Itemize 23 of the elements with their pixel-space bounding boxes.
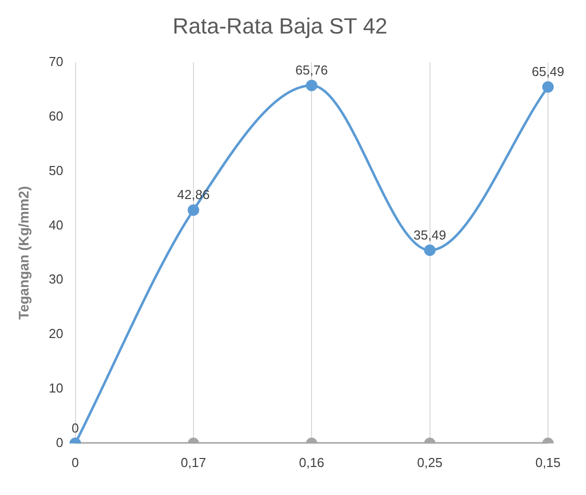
- y-tick-label: 40: [48, 217, 64, 232]
- point: [424, 244, 436, 256]
- x-tick-label: 0,25: [417, 454, 442, 470]
- data-label: 65,76: [295, 62, 328, 78]
- x-tick-label: 0: [72, 454, 79, 470]
- point: [542, 81, 554, 93]
- y-tick-label: 60: [48, 108, 64, 124]
- point: [188, 204, 200, 216]
- x-tick-label: 0,16: [298, 454, 324, 470]
- y-tick-label: 70: [48, 54, 64, 69]
- y-tick-label: 50: [48, 162, 64, 178]
- x-tick-label: 0,17: [180, 454, 206, 470]
- y-tick-label: 20: [48, 326, 64, 342]
- point: [306, 80, 318, 92]
- data-label: 35,49: [414, 227, 446, 242]
- data-label: 0: [72, 420, 79, 436]
- y-tick-label: 0: [56, 434, 64, 450]
- y-tick-label: 30: [48, 272, 64, 287]
- x-tick-label: 0,15: [535, 454, 561, 470]
- data-label: 65,49: [532, 64, 564, 80]
- chart-title: Rata-Rata Baja ST 42: [172, 13, 388, 38]
- y-tick-label: 10: [48, 380, 64, 396]
- y-axis-title: Tegangan (Kg/mm2): [15, 186, 32, 320]
